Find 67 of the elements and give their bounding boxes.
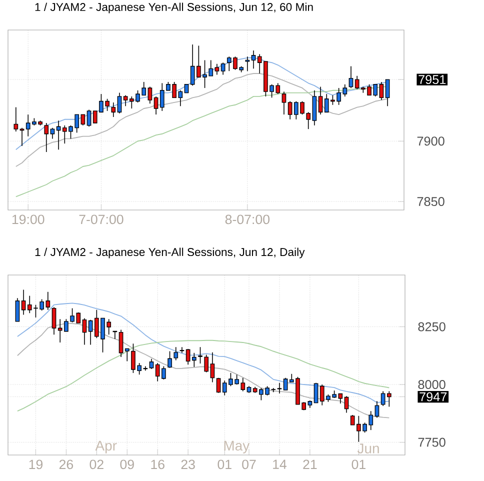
candlestick	[168, 350, 172, 368]
annotation: Jun	[357, 444, 379, 454]
candlestick	[82, 318, 87, 346]
candlestick	[86, 109, 92, 128]
candlestick	[344, 396, 349, 414]
candlestick	[283, 377, 288, 390]
candlestick	[314, 382, 318, 404]
chart-title: 1 / JYAM2 - Japanese Yen-All Sessions, Jun 12, 60 Min	[35, 2, 313, 14]
candlestick	[192, 352, 196, 368]
annotation: May	[224, 440, 250, 454]
candlestick	[318, 86, 323, 115]
candlestick	[20, 127, 24, 146]
candlestick	[88, 319, 93, 346]
candlestick	[15, 298, 20, 322]
candlestick	[282, 91, 286, 115]
x-tick-label: 02	[90, 460, 104, 470]
candlestick	[288, 100, 292, 120]
candlestick	[380, 390, 386, 406]
x-tick-label: 26	[59, 460, 74, 470]
candlestick	[46, 291, 50, 310]
candlestick	[385, 79, 390, 106]
candlestick	[149, 358, 154, 370]
candlestick	[214, 63, 220, 76]
y-tick-label: 7947	[420, 392, 447, 402]
candlestick	[354, 76, 360, 90]
candlestick	[154, 96, 158, 115]
candlestick	[220, 62, 226, 76]
x-tick-label: 8-07:00	[225, 214, 270, 224]
candlestick	[118, 329, 124, 358]
x-tick-label: 23	[181, 460, 195, 470]
x-tick-label: 07	[242, 460, 256, 470]
x-tick-label: 19:00	[12, 214, 44, 224]
candlestick	[52, 306, 56, 336]
candlestick	[386, 390, 392, 408]
y-tick-label: 7951	[418, 75, 446, 84]
x-tick-label: 7-07:00	[79, 214, 124, 224]
x-tick-label: 16	[151, 460, 164, 470]
candlestick	[186, 348, 190, 366]
candlestick	[14, 106, 18, 132]
annotation: Apr	[95, 440, 117, 454]
candlestick	[210, 352, 215, 383]
candlestick	[21, 289, 26, 316]
y-tick-label: 7750	[418, 438, 446, 447]
y-tick-label: 8250	[418, 322, 446, 332]
x-tick-label: 21	[303, 460, 317, 470]
candlestick	[174, 346, 178, 361]
y-tick-label: 8000	[418, 380, 446, 390]
candlestick	[251, 50, 256, 70]
candlestick	[117, 92, 122, 114]
candlestick	[111, 102, 116, 118]
candlestick	[379, 82, 384, 100]
x-tick-label: 01	[218, 460, 232, 470]
y-tick-label: 7850	[417, 197, 444, 206]
candlestick	[44, 122, 49, 152]
x-tick-label: 01	[352, 460, 366, 470]
candlestick	[374, 400, 380, 418]
candlestick	[80, 114, 86, 126]
candlestick	[216, 377, 221, 394]
candlestick	[348, 66, 354, 88]
candlestick	[50, 127, 55, 140]
x-tick-label: 14	[273, 460, 286, 469]
chart-title: 1 / JYAM2 - Japanese Yen-All Sessions, Jun 12, Daily	[35, 248, 305, 258]
y-tick-label: 7900	[417, 136, 444, 146]
candlestick	[123, 94, 128, 106]
x-tick-label: 19	[29, 460, 43, 470]
x-tick-label: 09	[120, 460, 134, 470]
candlestick	[148, 86, 152, 104]
